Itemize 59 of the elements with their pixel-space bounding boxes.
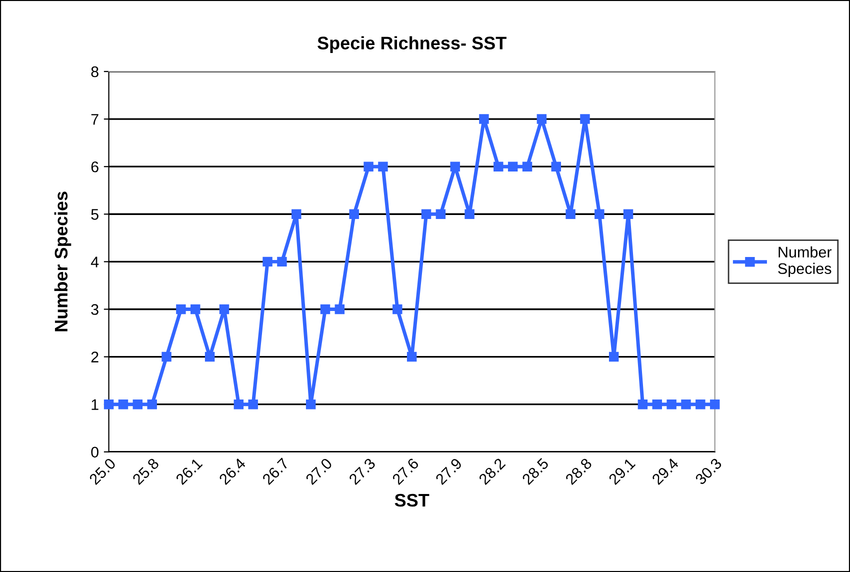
legend-label: Number Species (778, 246, 832, 278)
y-axis-title: Number Species (54, 192, 72, 332)
point (292, 209, 302, 220)
point (623, 209, 634, 220)
y-tick-label: 2 (91, 352, 98, 362)
point (450, 162, 460, 172)
point (378, 162, 388, 172)
y-tick-label: 3 (91, 304, 98, 315)
y-tick-label: 6 (91, 161, 98, 172)
point (479, 114, 489, 124)
x-tick-label: 30.3 (694, 458, 722, 486)
point (104, 399, 114, 410)
point (118, 399, 128, 410)
point (392, 304, 402, 314)
point (334, 304, 345, 314)
point (681, 399, 691, 410)
y-tick-label: 8 (91, 66, 98, 78)
point (320, 304, 330, 314)
point (508, 162, 518, 172)
point (204, 352, 215, 362)
point (580, 114, 590, 124)
point (364, 162, 374, 172)
point (176, 304, 186, 314)
point (608, 352, 619, 362)
y-tick-label: 7 (91, 114, 98, 125)
x-tick-label: 29.1 (608, 458, 636, 486)
point (436, 209, 446, 220)
y-tick-label: 4 (90, 256, 99, 268)
point (536, 114, 547, 124)
point (551, 162, 561, 172)
x-tick-label: 26.1 (175, 458, 203, 486)
point (594, 209, 604, 220)
chart-title: Specie Richness- SST (318, 36, 506, 54)
point (494, 162, 504, 172)
point (147, 399, 157, 410)
y-tick-label: 1 (92, 399, 98, 410)
point (696, 399, 706, 410)
point (277, 256, 287, 267)
point (248, 399, 258, 410)
point (349, 209, 359, 220)
point (132, 399, 143, 410)
y-tick-label: 0 (91, 446, 98, 458)
point (666, 399, 676, 410)
point (638, 399, 648, 410)
point (710, 399, 720, 410)
point (219, 304, 230, 314)
x-axis-title: SST (394, 494, 430, 507)
point (306, 399, 316, 410)
point (652, 399, 662, 410)
point (464, 209, 474, 220)
point (262, 256, 272, 267)
point (421, 209, 432, 220)
point (162, 352, 172, 362)
point (190, 304, 200, 314)
point (522, 162, 532, 172)
y-tick-label: 5 (91, 209, 98, 220)
point (406, 352, 417, 362)
point (566, 209, 576, 220)
point (234, 399, 244, 410)
